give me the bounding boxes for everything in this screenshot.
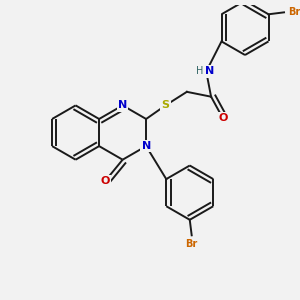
- Text: Br: Br: [288, 7, 300, 17]
- Text: N: N: [205, 67, 214, 76]
- Text: S: S: [161, 100, 169, 110]
- Text: O: O: [100, 176, 110, 186]
- Text: H: H: [196, 67, 203, 76]
- Text: O: O: [218, 113, 227, 123]
- Text: Br: Br: [186, 239, 198, 249]
- Text: N: N: [118, 100, 127, 110]
- Text: N: N: [142, 141, 151, 151]
